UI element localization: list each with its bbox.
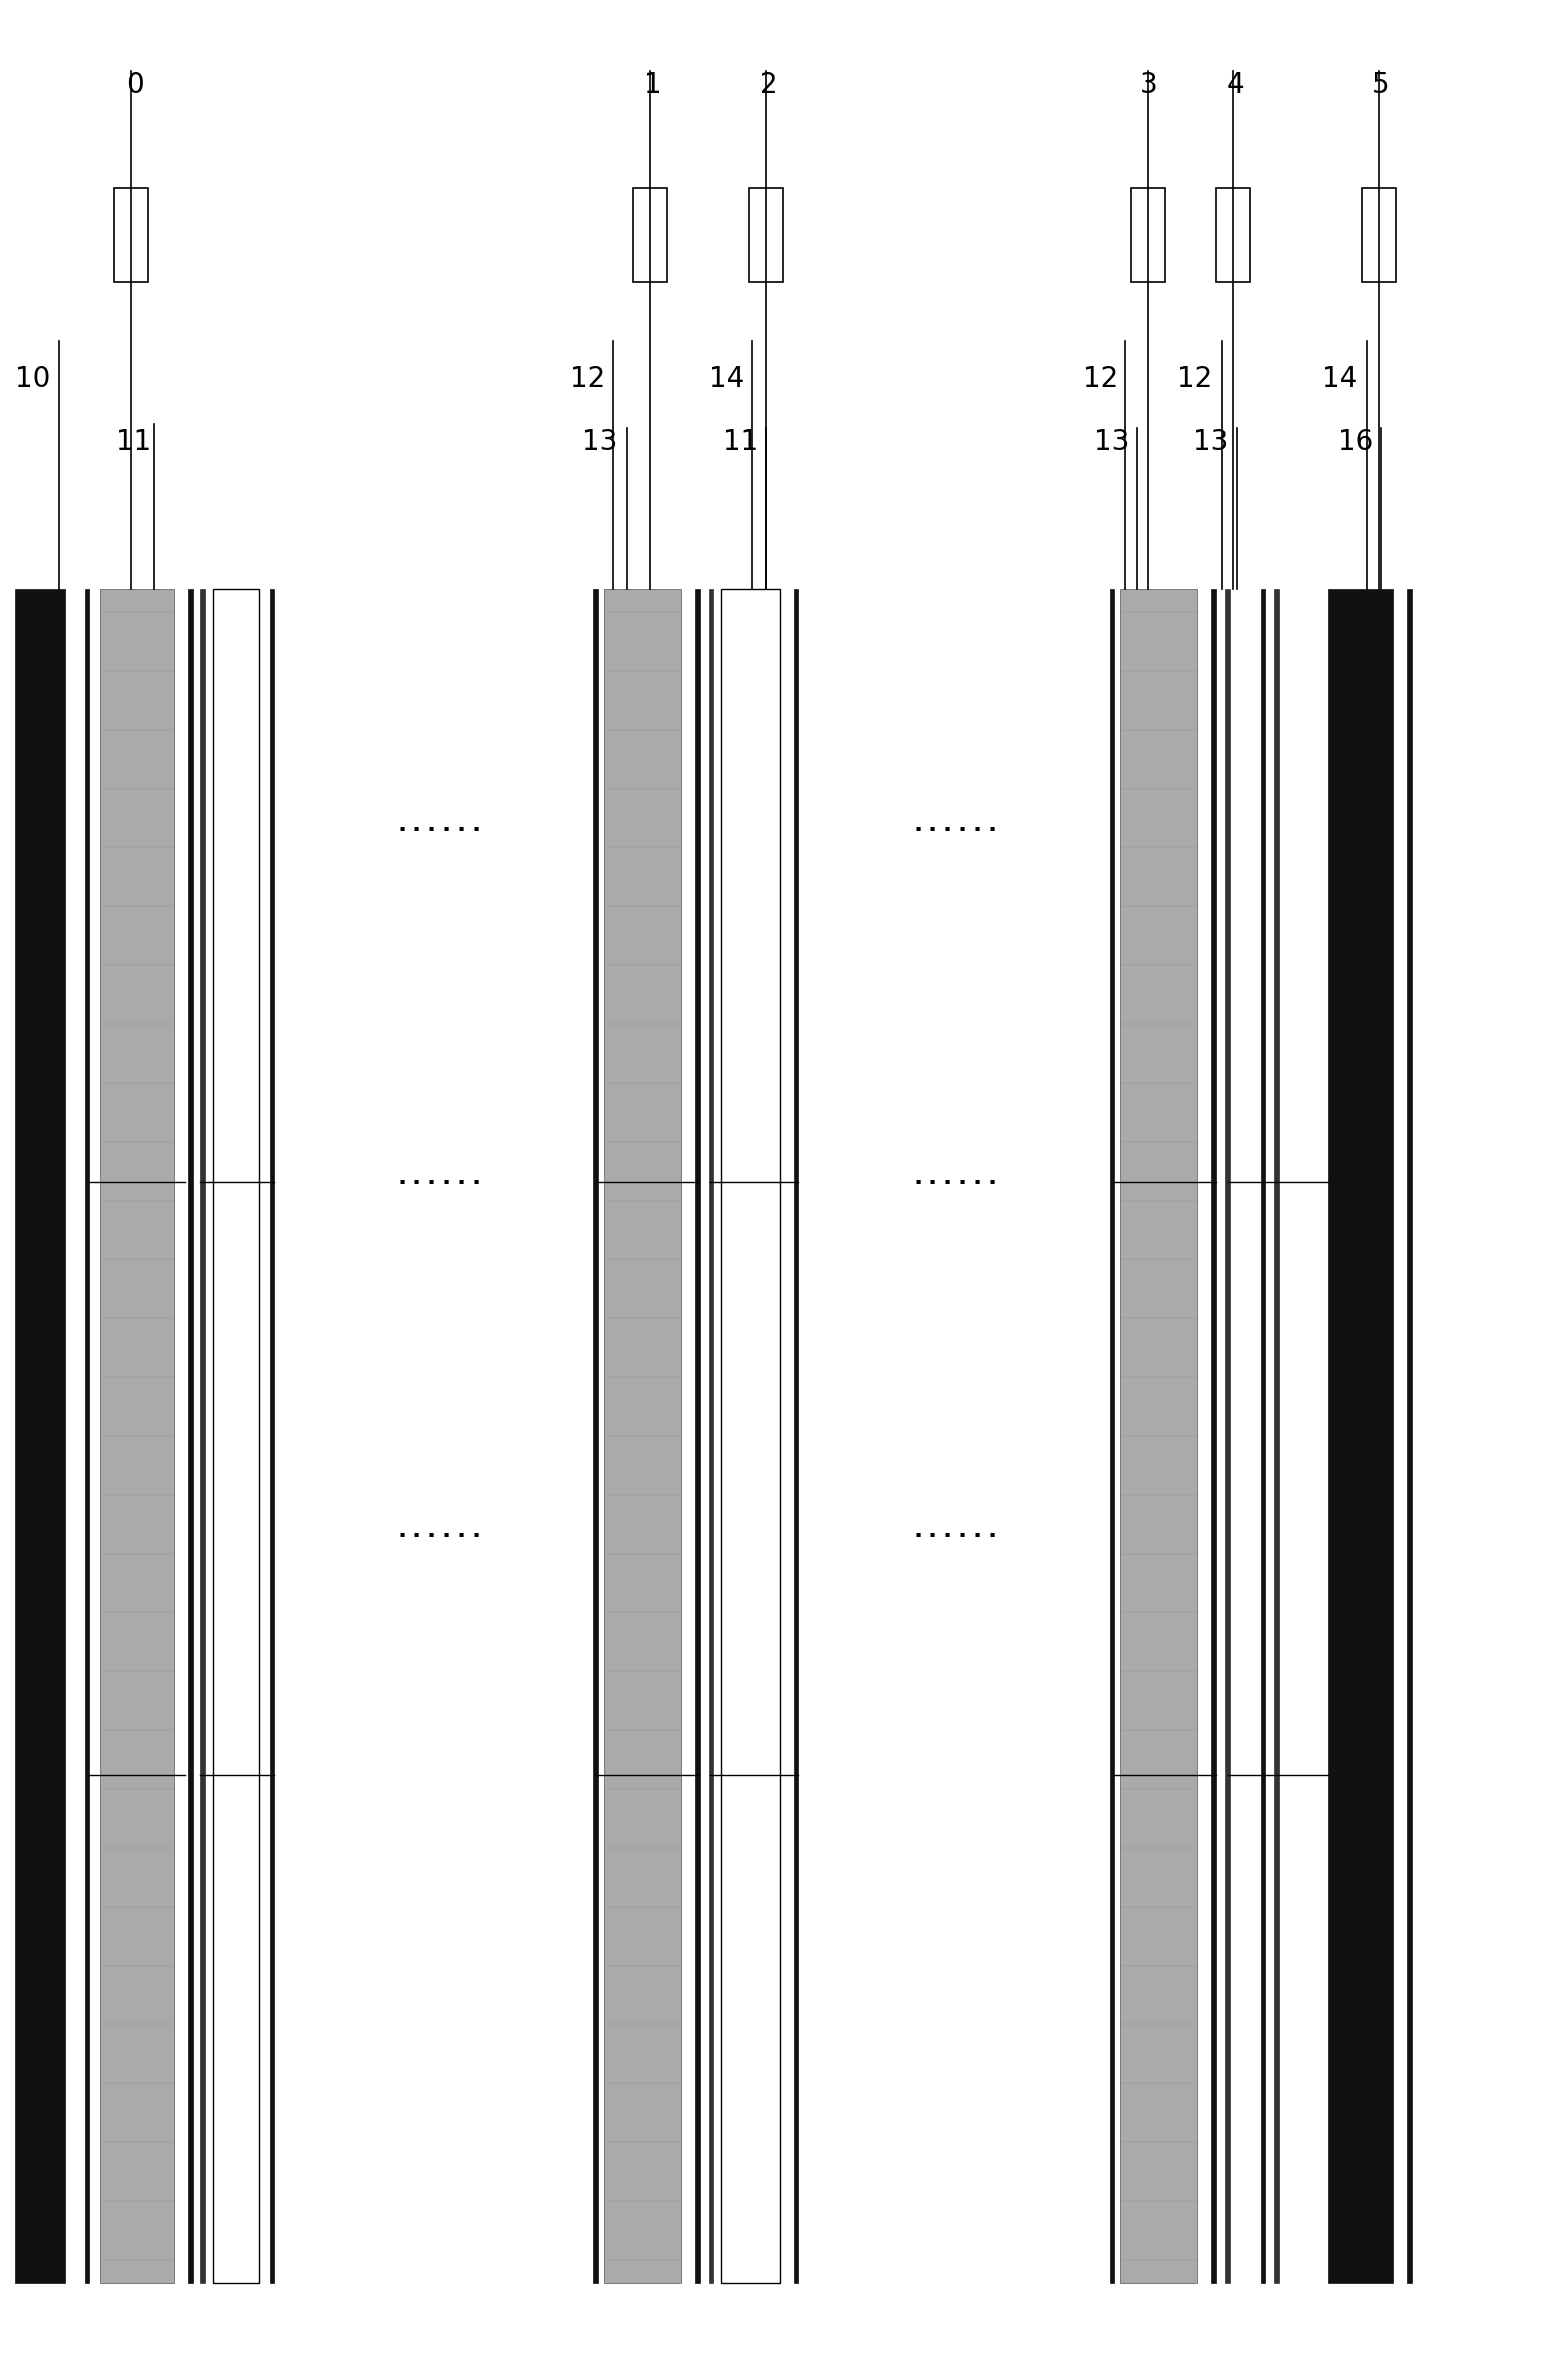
Text: 4: 4: [1227, 71, 1244, 99]
FancyBboxPatch shape: [749, 188, 783, 282]
Text: 5: 5: [1371, 71, 1388, 99]
FancyBboxPatch shape: [1120, 588, 1197, 2283]
Text: 13: 13: [1094, 428, 1130, 457]
FancyBboxPatch shape: [695, 588, 700, 2283]
Text: 11: 11: [723, 428, 758, 457]
FancyBboxPatch shape: [1131, 188, 1165, 282]
FancyBboxPatch shape: [794, 588, 798, 2283]
Text: 16: 16: [1338, 428, 1373, 457]
Text: ......: ......: [394, 1518, 484, 1542]
FancyBboxPatch shape: [1225, 588, 1230, 2283]
Text: ......: ......: [394, 1165, 484, 1189]
FancyBboxPatch shape: [114, 188, 148, 282]
FancyBboxPatch shape: [270, 588, 274, 2283]
Text: 12: 12: [570, 365, 606, 393]
FancyBboxPatch shape: [1328, 588, 1393, 2283]
FancyBboxPatch shape: [709, 588, 713, 2283]
FancyBboxPatch shape: [1407, 588, 1412, 2283]
Text: 14: 14: [1322, 365, 1358, 393]
Text: 12: 12: [1177, 365, 1213, 393]
Text: 0: 0: [126, 71, 145, 99]
FancyBboxPatch shape: [85, 588, 89, 2283]
Text: 13: 13: [582, 428, 618, 457]
FancyBboxPatch shape: [1211, 588, 1216, 2283]
FancyBboxPatch shape: [200, 588, 205, 2283]
FancyBboxPatch shape: [633, 188, 667, 282]
FancyBboxPatch shape: [1216, 188, 1250, 282]
FancyBboxPatch shape: [188, 588, 193, 2283]
FancyBboxPatch shape: [213, 588, 259, 2283]
Text: 1: 1: [644, 71, 661, 99]
Text: ......: ......: [911, 1165, 1000, 1189]
Text: 12: 12: [1083, 365, 1119, 393]
FancyBboxPatch shape: [1110, 588, 1114, 2283]
Text: 10: 10: [15, 365, 51, 393]
Text: 3: 3: [1140, 71, 1159, 99]
Text: ......: ......: [911, 1518, 1000, 1542]
Text: ......: ......: [394, 812, 484, 836]
FancyBboxPatch shape: [100, 588, 174, 2283]
FancyBboxPatch shape: [604, 588, 681, 2283]
Text: ......: ......: [911, 812, 1000, 836]
FancyBboxPatch shape: [1362, 188, 1396, 282]
Text: 11: 11: [116, 428, 151, 457]
Text: 13: 13: [1193, 428, 1228, 457]
FancyBboxPatch shape: [721, 588, 780, 2283]
FancyBboxPatch shape: [1261, 588, 1265, 2283]
FancyBboxPatch shape: [593, 588, 598, 2283]
FancyBboxPatch shape: [15, 588, 65, 2283]
Text: 2: 2: [760, 71, 777, 99]
FancyBboxPatch shape: [1274, 588, 1279, 2283]
Text: 14: 14: [709, 365, 744, 393]
